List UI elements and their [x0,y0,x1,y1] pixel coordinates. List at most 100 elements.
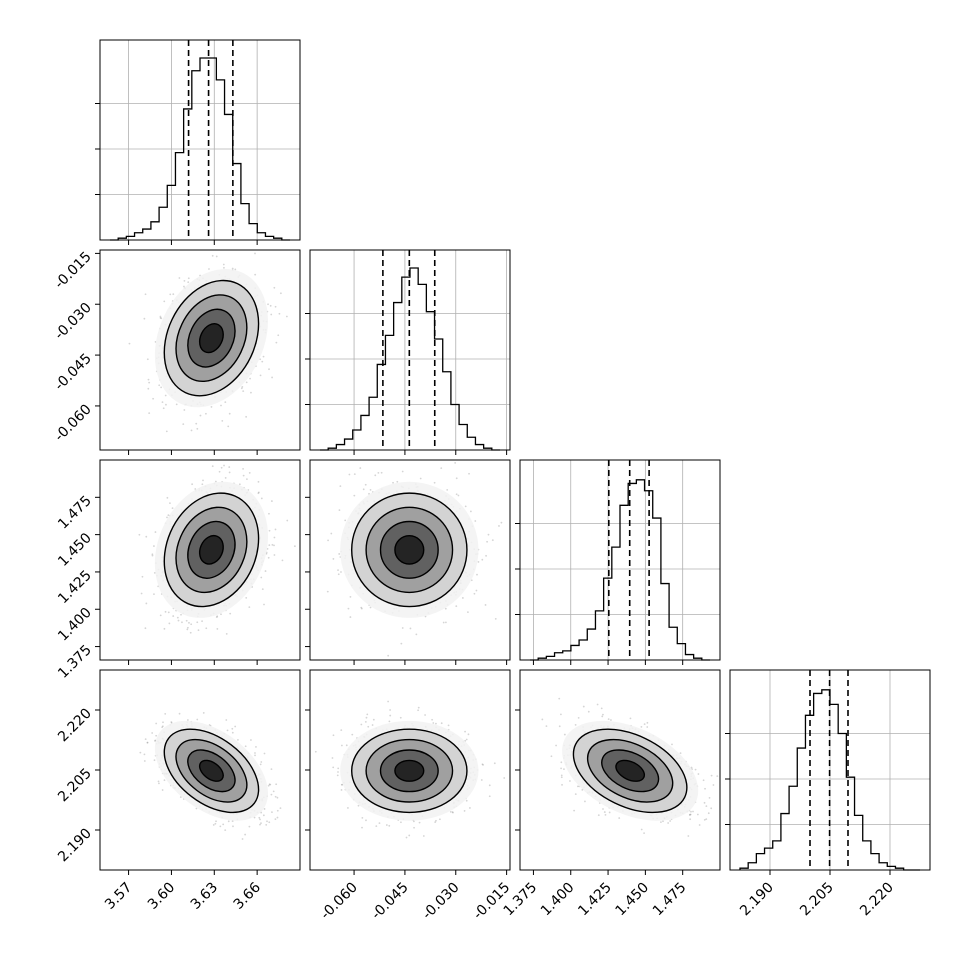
contour-line-3 [163,492,260,608]
sample-point [224,829,227,831]
sample-point [245,596,248,599]
sample-point [194,488,197,490]
sample-point [159,316,162,319]
sample-point [196,427,199,430]
sample-point [242,467,244,470]
sample-point [201,483,204,486]
scatter-panel-2-1 [309,459,511,661]
sample-point [169,502,171,505]
sample-point [145,535,148,538]
sample-point [270,793,273,796]
sample-point [484,604,487,606]
sample-point [274,305,277,308]
sample-point [267,556,270,559]
sample-point [138,533,141,536]
sample-point [327,539,329,542]
sample-point [248,606,251,609]
sample-point [337,573,340,576]
sample-point [268,368,270,371]
sample-point [491,539,494,542]
sample-point [274,795,277,798]
histogram-panel-1 [305,249,511,451]
sample-point [264,570,267,572]
sample-point [188,621,190,624]
sample-point [166,496,169,499]
sample-point [433,481,436,484]
y-tick-label: -0.015 [52,249,95,292]
sample-point [215,820,217,823]
sample-point [338,553,341,555]
sample-point [494,617,497,620]
sample-point [187,281,190,284]
sample-point [387,654,390,657]
sample-point [128,342,131,345]
sample-point [326,590,329,593]
sample-point [182,423,185,426]
sample-point [273,544,275,547]
sample-point [340,571,342,573]
sample-point [228,412,231,415]
scatter-panel-3-0 [99,669,301,871]
sample-point [259,358,262,361]
histogram-panel-3 [725,669,931,871]
sample-point [242,390,245,393]
sample-point [257,491,260,494]
sample-point [232,243,234,245]
sample-point [163,300,166,303]
sample-point [277,334,280,337]
sample-point [195,422,198,425]
sample-point [172,293,175,296]
sample-point [226,729,229,732]
sample-point [349,616,352,618]
sample-point [240,387,243,390]
contour-line-1 [187,308,236,368]
sample-point [196,621,199,624]
contour-line-1 [379,520,439,579]
sample-point [168,622,171,625]
sample-point [476,573,478,576]
x-tick-label: 2.205 [797,880,837,920]
sample-point [215,255,218,258]
sample-point [349,595,352,598]
sample-point [401,470,404,473]
sample-point [153,545,155,547]
sample-point [154,531,157,533]
sample-point [246,478,248,481]
sample-point [214,480,217,483]
sample-point [273,536,276,539]
sample-point [185,619,188,622]
sample-point [147,387,150,390]
sample-point [285,315,288,318]
sample-point [223,266,225,269]
sample-point [225,632,228,635]
panel-frame [309,249,511,451]
sample-point [161,401,164,404]
sample-point [216,615,219,618]
sample-point [265,823,268,826]
sample-point [360,607,363,610]
sample-point [245,381,248,384]
y-tick-label: -0.060 [52,401,95,444]
sample-point [186,628,189,631]
sample-point [151,554,154,557]
contour-line-0 [198,534,224,565]
histogram-panel-2 [515,459,721,661]
sample-point [477,561,480,563]
sample-point [332,558,335,560]
sample-point [250,391,252,394]
sample-point [166,516,168,519]
sample-point [201,620,203,623]
sample-point [330,532,333,535]
sample-point [261,588,264,591]
sample-point [270,500,273,502]
sample-point [199,414,202,417]
sample-point [165,403,167,406]
sample-point [234,268,237,271]
sample-point [216,628,219,630]
sample-point [273,554,276,556]
histogram-step-2 [530,479,710,661]
sample-point [248,471,251,474]
sample-point [257,492,260,495]
sample-point [261,360,264,363]
sample-point [276,796,279,799]
